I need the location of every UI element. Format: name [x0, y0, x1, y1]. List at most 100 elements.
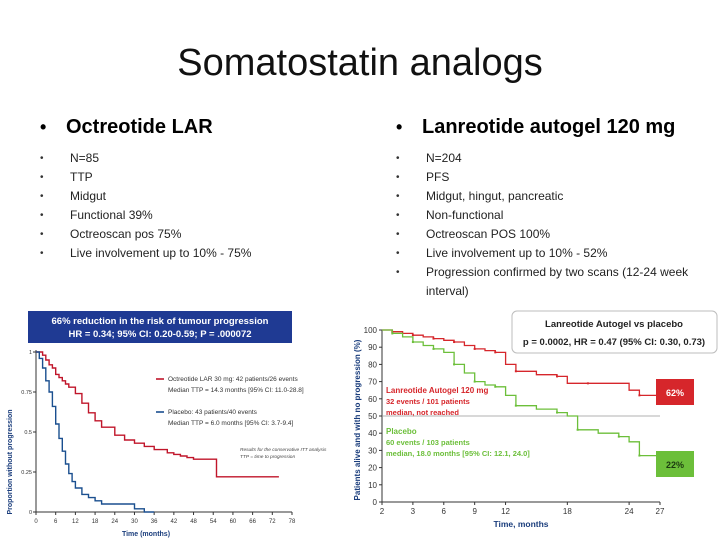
header-box [511, 310, 718, 354]
badge-lanreotide [656, 379, 694, 405]
lanreotide-heading-row: • Lanreotide autogel 120 mg [396, 116, 706, 139]
lanreotide-heading: Lanreotide autogel 120 mg [422, 116, 676, 138]
x-tick-label: 0 [34, 519, 38, 525]
series-line-lanreotide [382, 329, 660, 397]
y-tick-label: 0.25 [21, 470, 32, 476]
x-tick-label: 30 [131, 519, 138, 525]
x-tick-label: 12 [72, 519, 79, 525]
bullet-icon: • [396, 267, 400, 278]
x-tick-label: 42 [171, 519, 178, 525]
octreotide-bullet-list: • N=85 • TTP • Midgut • Functional 39% • Octr… [40, 149, 340, 263]
censor-mark-placebo [638, 454, 641, 457]
bullet-text: Functional 39% [70, 208, 153, 222]
censor-mark-lanreotide [453, 341, 456, 344]
x-tick-label: 12 [501, 507, 510, 516]
y-tick-label: 50 [368, 412, 377, 421]
censor-mark-lanreotide [411, 334, 414, 337]
annotation-line: Results for the conservative ITT analysi… [240, 447, 327, 453]
badge-placebo [656, 451, 694, 477]
y-tick-label: 10 [368, 481, 377, 490]
y-tick-label: 70 [368, 378, 377, 387]
censor-mark-placebo [432, 347, 435, 350]
y-tick-label: 30 [368, 446, 377, 455]
x-axis-label: Time, months [493, 519, 548, 529]
banner-background [28, 311, 292, 343]
x-tick-label: 24 [625, 507, 634, 516]
x-tick-label: 9 [472, 507, 477, 516]
slide-title: Somatostatin analogs [177, 42, 543, 84]
y-axis-label: Patients alive and with no progression (… [353, 339, 362, 500]
x-tick-label: 18 [92, 519, 99, 525]
octreotide-heading: Octreotide LAR [66, 116, 213, 138]
y-tick-label: 60 [368, 395, 377, 404]
censor-mark-placebo [453, 363, 456, 366]
y-tick-label: 1 [29, 350, 32, 356]
x-tick-label: 2 [380, 507, 385, 516]
chart-header: Lanreotide Autogel vs placebo [545, 319, 683, 330]
bullet-text: Midgut [70, 189, 107, 203]
bullet-icon: • [40, 210, 44, 221]
y-tick-label: 90 [368, 343, 377, 352]
bullet-icon: • [396, 117, 403, 137]
list-item: • TTP [40, 168, 340, 187]
list-item: • Octreoscan pos 75% [40, 225, 340, 244]
censor-mark-placebo [411, 341, 414, 344]
y-tick-label: 0 [373, 498, 378, 507]
bullet-icon: • [40, 191, 44, 202]
legend-label: Placebo [386, 427, 417, 436]
x-axis-label: Time (months) [122, 531, 170, 538]
bullet-text: N=85 [70, 151, 100, 165]
bullet-icon: • [396, 153, 400, 164]
banner-line: 66% reduction in the risk of tumour prog… [52, 316, 269, 327]
censor-mark-lanreotide [586, 382, 589, 385]
lanreotide-column: • Lanreotide autogel 120 mg • N=204 • PFS … [396, 116, 706, 301]
lanreotide-bullet-list: • N=204 • PFS • Midgut, hingut, pancreatic … [396, 149, 706, 301]
list-item: • Midgut [40, 187, 340, 206]
bullet-icon: • [396, 210, 400, 221]
legend-detail: Median TTP = 6.0 months [95% CI: 3.7-9.4… [168, 420, 294, 427]
censor-mark-lanreotide [494, 351, 497, 354]
x-tick-label: 60 [230, 519, 237, 525]
list-item: • N=85 [40, 149, 340, 168]
bullet-text: Midgut, hingut, pancreatic [426, 189, 564, 203]
bullet-icon: • [396, 191, 400, 202]
x-tick-label: 3 [411, 507, 416, 516]
bullet-text: TTP [70, 170, 93, 184]
x-tick-label: 66 [249, 519, 256, 525]
x-tick-label: 36 [151, 519, 158, 525]
bullet-icon: • [40, 229, 44, 240]
censor-mark-lanreotide [473, 347, 476, 350]
bullet-icon: • [396, 229, 400, 240]
series-line-octreotide [36, 351, 279, 478]
y-axis-label: Proportion without progression [7, 410, 14, 515]
censor-mark-placebo [576, 428, 579, 431]
list-item: • Midgut, hingut, pancreatic [396, 187, 706, 206]
bullet-icon: • [396, 248, 400, 259]
list-item: • PFS [396, 168, 706, 187]
octreotide-heading-row: • Octreotide LAR [40, 116, 340, 139]
censor-mark-placebo [556, 411, 559, 414]
annotation-line: TTP = time to progression [240, 454, 295, 460]
censor-mark-placebo [473, 380, 476, 383]
bullet-icon: • [40, 248, 44, 259]
y-tick-label: 0.75 [21, 390, 32, 396]
bullet-text: PFS [426, 170, 450, 184]
series-line-placebo [36, 351, 155, 513]
list-item: • Live involvement up to 10% - 75% [40, 244, 340, 263]
legend-label: Octreotide LAR 30 mg: 42 patients/26 eve… [168, 376, 298, 383]
x-tick-label: 24 [111, 519, 118, 525]
x-tick-label: 6 [54, 519, 58, 525]
x-tick-label: 27 [656, 507, 665, 516]
x-tick-label: 72 [269, 519, 276, 525]
legend-detail: Median TTP = 14.3 months [95% CI: 11.0-2… [168, 387, 304, 394]
list-item: • Live involvement up to 10% - 52% [396, 244, 706, 263]
y-tick-label: 0.5 [24, 430, 32, 436]
legend-detail: 32 events / 101 patients [386, 397, 470, 406]
legend-detail: 60 events / 103 patients [386, 438, 470, 447]
banner-line: HR = 0.34; 95% CI: 0.20-0.59; P = .00007… [68, 329, 251, 340]
legend-label: Placebo: 43 patients/40 events [168, 409, 258, 416]
bullet-text: Octreoscan pos 75% [70, 227, 182, 241]
x-tick-label: 54 [210, 519, 217, 525]
list-item: • Functional 39% [40, 206, 340, 225]
